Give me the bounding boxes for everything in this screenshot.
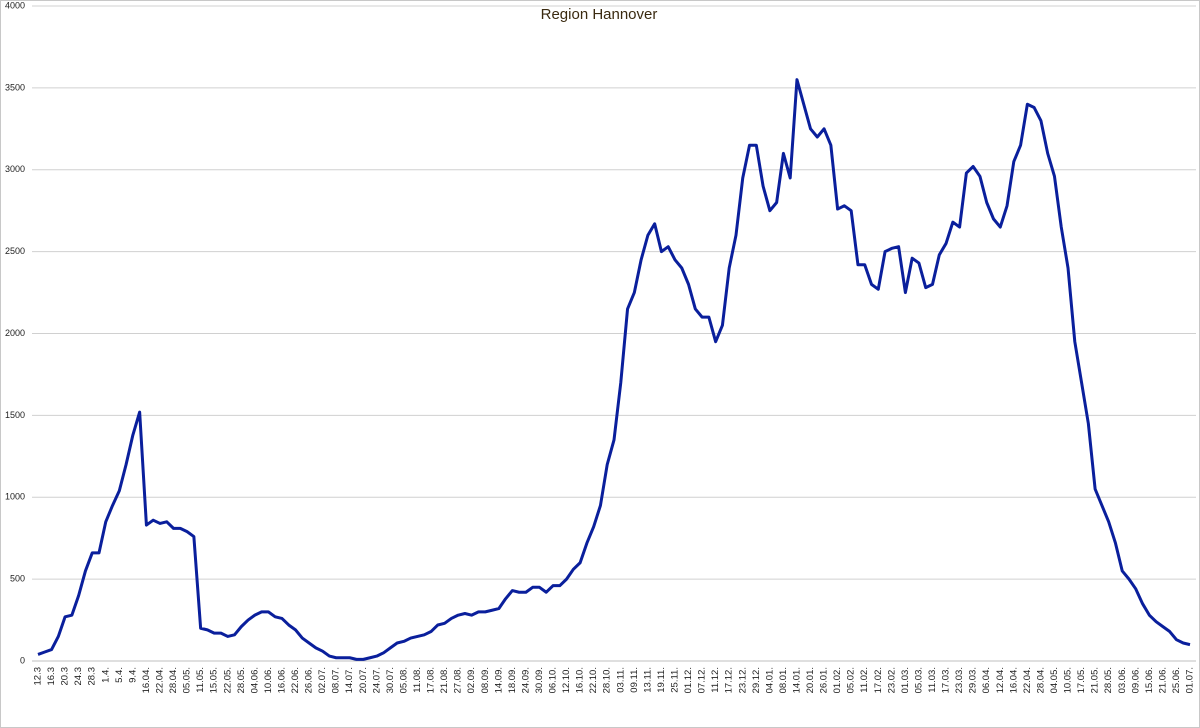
x-tick-label: 12.3	[33, 667, 44, 686]
x-tick-label: 25.06.	[1171, 667, 1182, 693]
x-tick-label: 04.05.	[1049, 667, 1060, 693]
x-tick-label: 08.07.	[331, 667, 342, 693]
x-tick-label: 28.3	[87, 667, 98, 686]
x-tick-label: 03.06.	[1117, 667, 1128, 693]
x-tick-label: 02.07.	[317, 667, 328, 693]
x-tick-label: 1.4.	[100, 667, 111, 683]
x-tick-label: 23.02.	[886, 667, 897, 693]
y-tick-label: 1000	[5, 492, 25, 502]
x-tick-label: 11.05.	[195, 667, 206, 693]
y-tick-label: 1500	[5, 410, 25, 420]
x-tick-label: 22.05.	[222, 667, 233, 693]
x-tick-label: 30.09.	[534, 667, 545, 693]
x-tick-label: 17.08.	[426, 667, 437, 693]
x-tick-label: 01.02.	[832, 667, 843, 693]
x-tick-label: 10.05.	[1063, 667, 1074, 693]
data-line	[37, 78, 1191, 661]
x-tick-label: 25.11.	[670, 667, 681, 693]
x-tick-label: 20.07.	[358, 667, 369, 693]
x-tick-label: 14.01.	[791, 667, 802, 693]
x-tick-label: 14.07.	[344, 667, 355, 693]
x-tick-label: 04.06.	[249, 667, 260, 693]
x-tick-label: 14.09.	[493, 667, 504, 693]
x-tick-label: 26.01.	[819, 667, 830, 693]
x-tick-label: 27.08.	[453, 667, 464, 693]
x-tick-label: 05.05.	[182, 667, 193, 693]
x-tick-label: 15.06.	[1144, 667, 1155, 693]
x-tick-label: 21.05.	[1090, 667, 1101, 693]
x-tick-label: 19.11.	[656, 667, 667, 693]
x-tick-label: 29.12.	[751, 667, 762, 693]
x-tick-label: 09.11.	[629, 667, 640, 693]
x-tick-label: 10.06.	[263, 667, 274, 693]
x-tick-label: 28.05.	[236, 667, 247, 693]
x-tick-label: 17.02.	[873, 667, 884, 693]
x-tick-label: 24.07.	[371, 667, 382, 693]
y-tick-label: 2500	[5, 246, 25, 256]
x-tick-label: 05.03.	[913, 667, 924, 693]
y-tick-label: 3500	[5, 82, 25, 92]
x-tick-label: 16.06.	[276, 667, 287, 693]
x-tick-label: 23.12.	[737, 667, 748, 693]
x-tick-label: 16.10.	[575, 667, 586, 693]
x-tick-label: 01.12.	[683, 667, 694, 693]
x-tick-label: 05.08.	[398, 667, 409, 693]
x-tick-label: 26.06.	[304, 667, 315, 693]
y-tick-label: 0	[20, 655, 25, 665]
x-tick-label: 22.06.	[290, 667, 301, 693]
x-tick-label: 20.3	[60, 667, 71, 686]
x-tick-label: 17.12.	[724, 667, 735, 693]
x-tick-label: 18.09.	[507, 667, 518, 693]
x-tick-label: 02.09.	[466, 667, 477, 693]
x-tick-label: 17.03.	[941, 667, 952, 693]
x-tick-label: 16.04.	[141, 667, 152, 693]
x-tick-label: 22.04.	[154, 667, 165, 693]
x-tick-label: 01.03.	[900, 667, 911, 693]
x-tick-label: 03.11.	[615, 667, 626, 693]
x-tick-label: 5.4.	[114, 667, 125, 683]
x-tick-label: 21.06.	[1157, 667, 1168, 693]
y-tick-label: 3000	[5, 164, 25, 174]
x-tick-label: 28.04.	[1035, 667, 1046, 693]
x-tick-label: 09.06.	[1130, 667, 1141, 693]
x-tick-label: 06.10.	[548, 667, 559, 693]
x-tick-label: 16.04.	[1008, 667, 1019, 693]
x-tick-label: 11.03.	[927, 667, 938, 693]
x-tick-label: 06.04.	[981, 667, 992, 693]
x-tick-label: 28.04.	[168, 667, 179, 693]
x-tick-label: 07.12.	[697, 667, 708, 693]
x-tick-label: 08.09.	[480, 667, 491, 693]
x-tick-label: 01.07.	[1185, 667, 1196, 693]
chart-title: Region Hannover	[541, 6, 658, 23]
y-tick-label: 500	[10, 574, 25, 584]
x-tick-label: 28.10.	[602, 667, 613, 693]
x-tick-label: 16.3	[46, 667, 57, 686]
x-tick-label: 21.08.	[439, 667, 450, 693]
y-tick-label: 4000	[5, 0, 25, 10]
x-tick-label: 28.05.	[1103, 667, 1114, 693]
x-tick-label: 12.10.	[561, 667, 572, 693]
x-tick-label: 29.03.	[968, 667, 979, 693]
x-tick-label: 05.02.	[846, 667, 857, 693]
x-tick-label: 24.09.	[520, 667, 531, 693]
x-tick-label: 22.10.	[588, 667, 599, 693]
x-tick-label: 9.4.	[127, 667, 138, 683]
x-tick-label: 17.05.	[1076, 667, 1087, 693]
x-tick-label: 11.08.	[412, 667, 423, 693]
x-tick-label: 15.05.	[209, 667, 220, 693]
x-tick-label: 04.01.	[764, 667, 775, 693]
x-tick-label: 11.12.	[710, 667, 721, 693]
x-tick-label: 22.04.	[1022, 667, 1033, 693]
x-tick-label: 20.01.	[805, 667, 816, 693]
x-tick-label: 11.02.	[859, 667, 870, 693]
x-tick-label: 08.01.	[778, 667, 789, 693]
x-tick-label: 30.07.	[385, 667, 396, 693]
x-tick-label: 13.11.	[642, 667, 653, 693]
x-tick-label: 24.3	[73, 667, 84, 686]
y-tick-label: 2000	[5, 328, 25, 338]
x-tick-label: 23.03.	[954, 667, 965, 693]
x-tick-label: 12.04.	[995, 667, 1006, 693]
